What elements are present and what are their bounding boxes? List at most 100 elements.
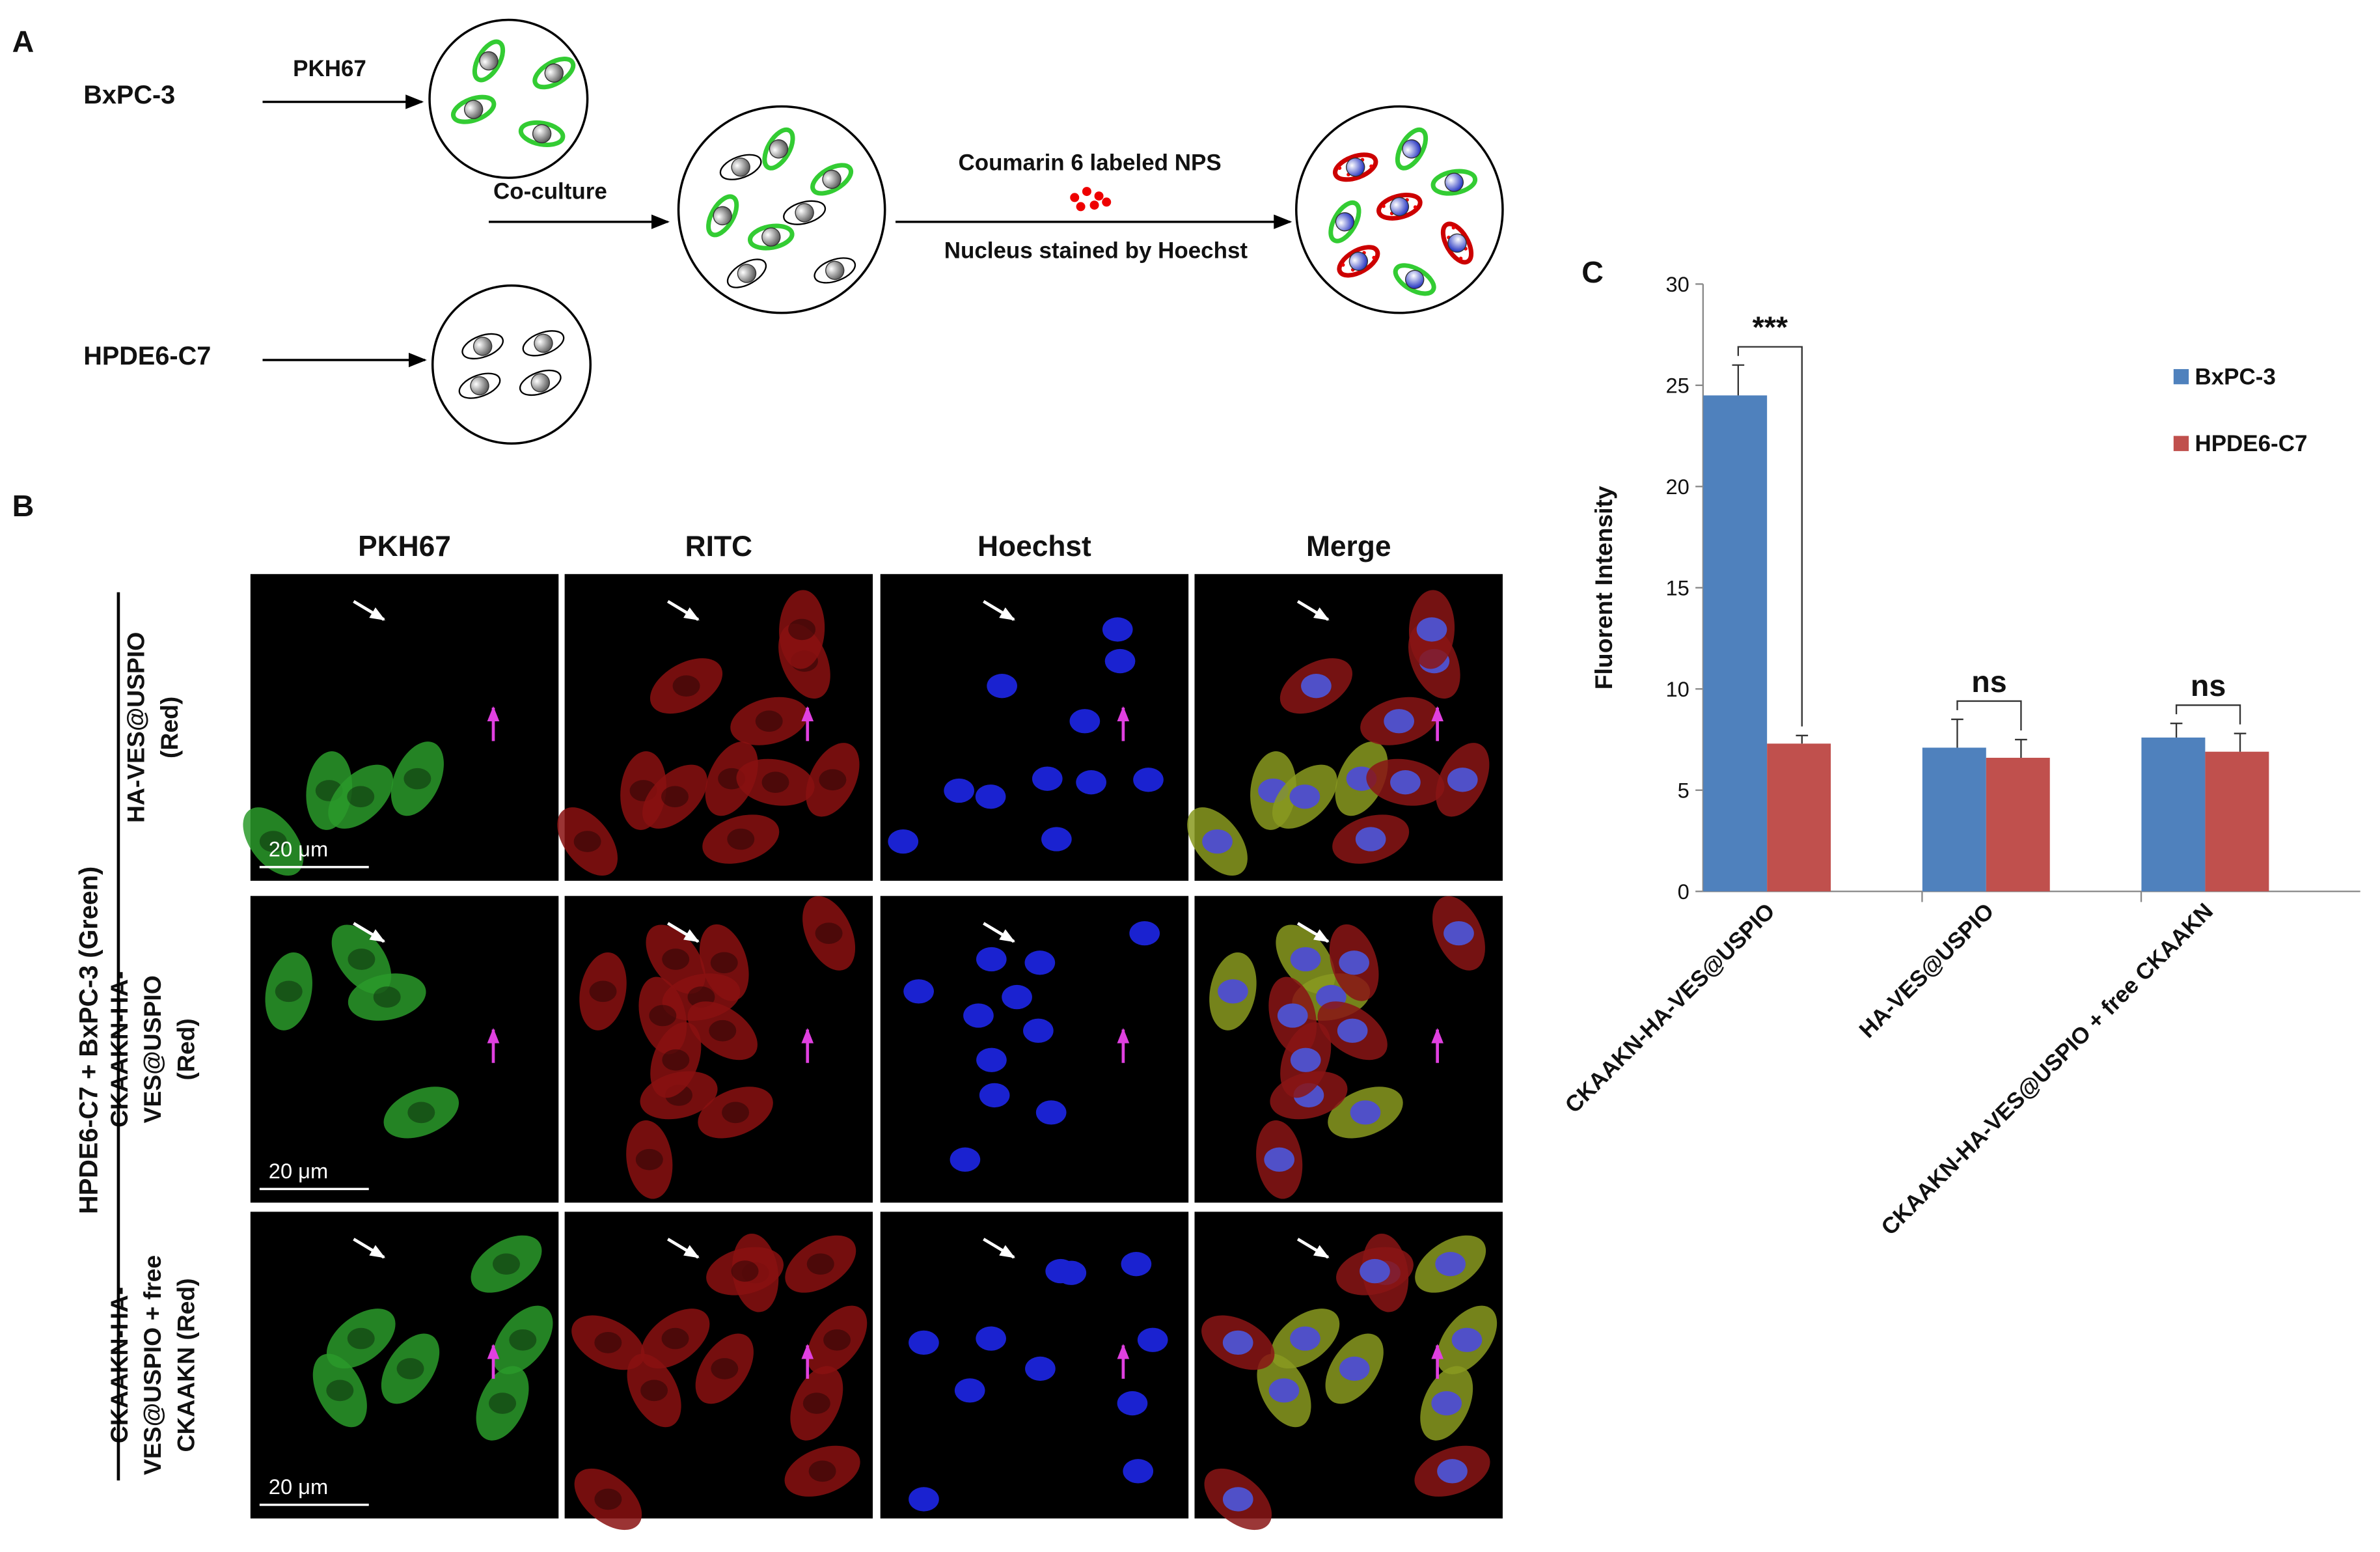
cell-body xyxy=(493,1305,553,1374)
nucleus xyxy=(396,1358,424,1379)
cell xyxy=(1430,169,1478,196)
cell xyxy=(1395,127,1429,171)
nucleus xyxy=(1355,827,1386,852)
cell xyxy=(472,39,506,83)
cell-line-label: HPDE6-C7 xyxy=(83,342,211,370)
nucleus xyxy=(1335,212,1355,232)
nucleus xyxy=(755,710,783,732)
nucleus xyxy=(1416,617,1447,642)
row-label: VES@USPIO + free xyxy=(139,1255,166,1475)
membrane xyxy=(814,257,856,284)
nucleus xyxy=(1339,950,1369,975)
cell-body xyxy=(730,697,808,745)
membrane xyxy=(450,94,497,124)
nucleus xyxy=(1339,1356,1370,1381)
nucleus xyxy=(1337,1018,1368,1043)
nucleus xyxy=(1447,768,1478,792)
nucleus xyxy=(944,778,974,803)
significance-bracket xyxy=(1737,346,1803,727)
nucleus xyxy=(1289,784,1320,809)
nucleus xyxy=(661,1327,689,1350)
group-label: HPDE6-C7 + BxPC-3 (Green) xyxy=(74,866,103,1214)
cell xyxy=(762,127,795,171)
cell-body xyxy=(702,814,780,864)
cell-body xyxy=(243,807,304,876)
nucleus xyxy=(347,786,375,808)
cell xyxy=(1333,152,1378,182)
micrograph xyxy=(880,896,1189,1203)
membrane xyxy=(518,120,566,147)
cell xyxy=(1440,221,1474,265)
bar xyxy=(1922,747,1986,892)
nucleus xyxy=(1117,1391,1148,1416)
error-bar xyxy=(2170,722,2183,738)
panel-label: A xyxy=(12,25,34,59)
cell-body xyxy=(784,1445,860,1497)
nucleus xyxy=(509,1329,537,1351)
micrograph xyxy=(1194,896,1503,1203)
cell-body xyxy=(383,1087,459,1139)
cell-body xyxy=(790,1366,843,1441)
panel-label: C xyxy=(1581,255,1604,289)
nucleus xyxy=(1264,1147,1294,1172)
nucleus xyxy=(662,1049,690,1071)
nucleus xyxy=(1268,1378,1300,1403)
nucleus xyxy=(672,675,700,697)
nucleus xyxy=(1447,233,1467,253)
channel-label: Merge xyxy=(1306,531,1391,562)
nucleus xyxy=(489,1393,517,1414)
nucleus xyxy=(1104,648,1136,674)
nucleus xyxy=(661,786,689,808)
cell xyxy=(458,372,501,399)
nucleus xyxy=(1076,770,1106,795)
nucleus xyxy=(1129,921,1160,946)
nucleus xyxy=(825,260,845,281)
scale-bar-label: 20 μm xyxy=(269,1159,328,1183)
nucleus xyxy=(348,949,376,970)
bar xyxy=(1767,743,1831,892)
cell-body xyxy=(736,758,815,806)
nucleus xyxy=(544,63,564,83)
arrow-white xyxy=(666,922,700,943)
nucleus xyxy=(1404,270,1425,290)
nucleus xyxy=(1443,921,1474,946)
dot xyxy=(1458,256,1463,260)
nucleus xyxy=(1202,829,1233,854)
x-tick-label: CKAAKN-HA-VES@USPIO + free CKAAKN xyxy=(1876,898,2218,1240)
cell-body xyxy=(802,896,856,971)
cell-body xyxy=(785,1235,856,1293)
micrograph: 20 μm xyxy=(250,896,559,1203)
cell-body xyxy=(695,1333,754,1404)
membrane xyxy=(748,223,795,251)
dot xyxy=(1372,255,1376,260)
dot xyxy=(1369,164,1373,169)
bar xyxy=(1703,395,1768,892)
cell xyxy=(783,200,827,225)
nucleus xyxy=(727,828,755,850)
arrow-white xyxy=(353,922,386,943)
membrane xyxy=(762,127,795,171)
cell xyxy=(1393,263,1436,296)
cell xyxy=(1376,193,1423,221)
nucleus xyxy=(1360,1258,1390,1284)
cell-body xyxy=(381,1333,440,1404)
cell-body xyxy=(626,1120,673,1199)
error-bar xyxy=(2234,732,2247,752)
nucleus xyxy=(709,1019,737,1042)
cell xyxy=(522,330,565,357)
arrow-white xyxy=(1296,1238,1330,1259)
cell-body xyxy=(705,741,758,816)
significance-label: ns xyxy=(1971,665,2006,699)
y-tick-label: 20 xyxy=(1666,475,1689,499)
cell-body xyxy=(312,1353,367,1428)
membrane xyxy=(1393,263,1436,296)
nucleus xyxy=(737,264,757,283)
legend-swatch xyxy=(2173,436,2189,451)
membrane xyxy=(1430,169,1478,196)
nucleus xyxy=(1402,139,1421,159)
membrane xyxy=(706,194,739,238)
image-bg xyxy=(250,574,559,881)
significance-label: ns xyxy=(2191,669,2226,702)
cell-body xyxy=(390,741,444,816)
